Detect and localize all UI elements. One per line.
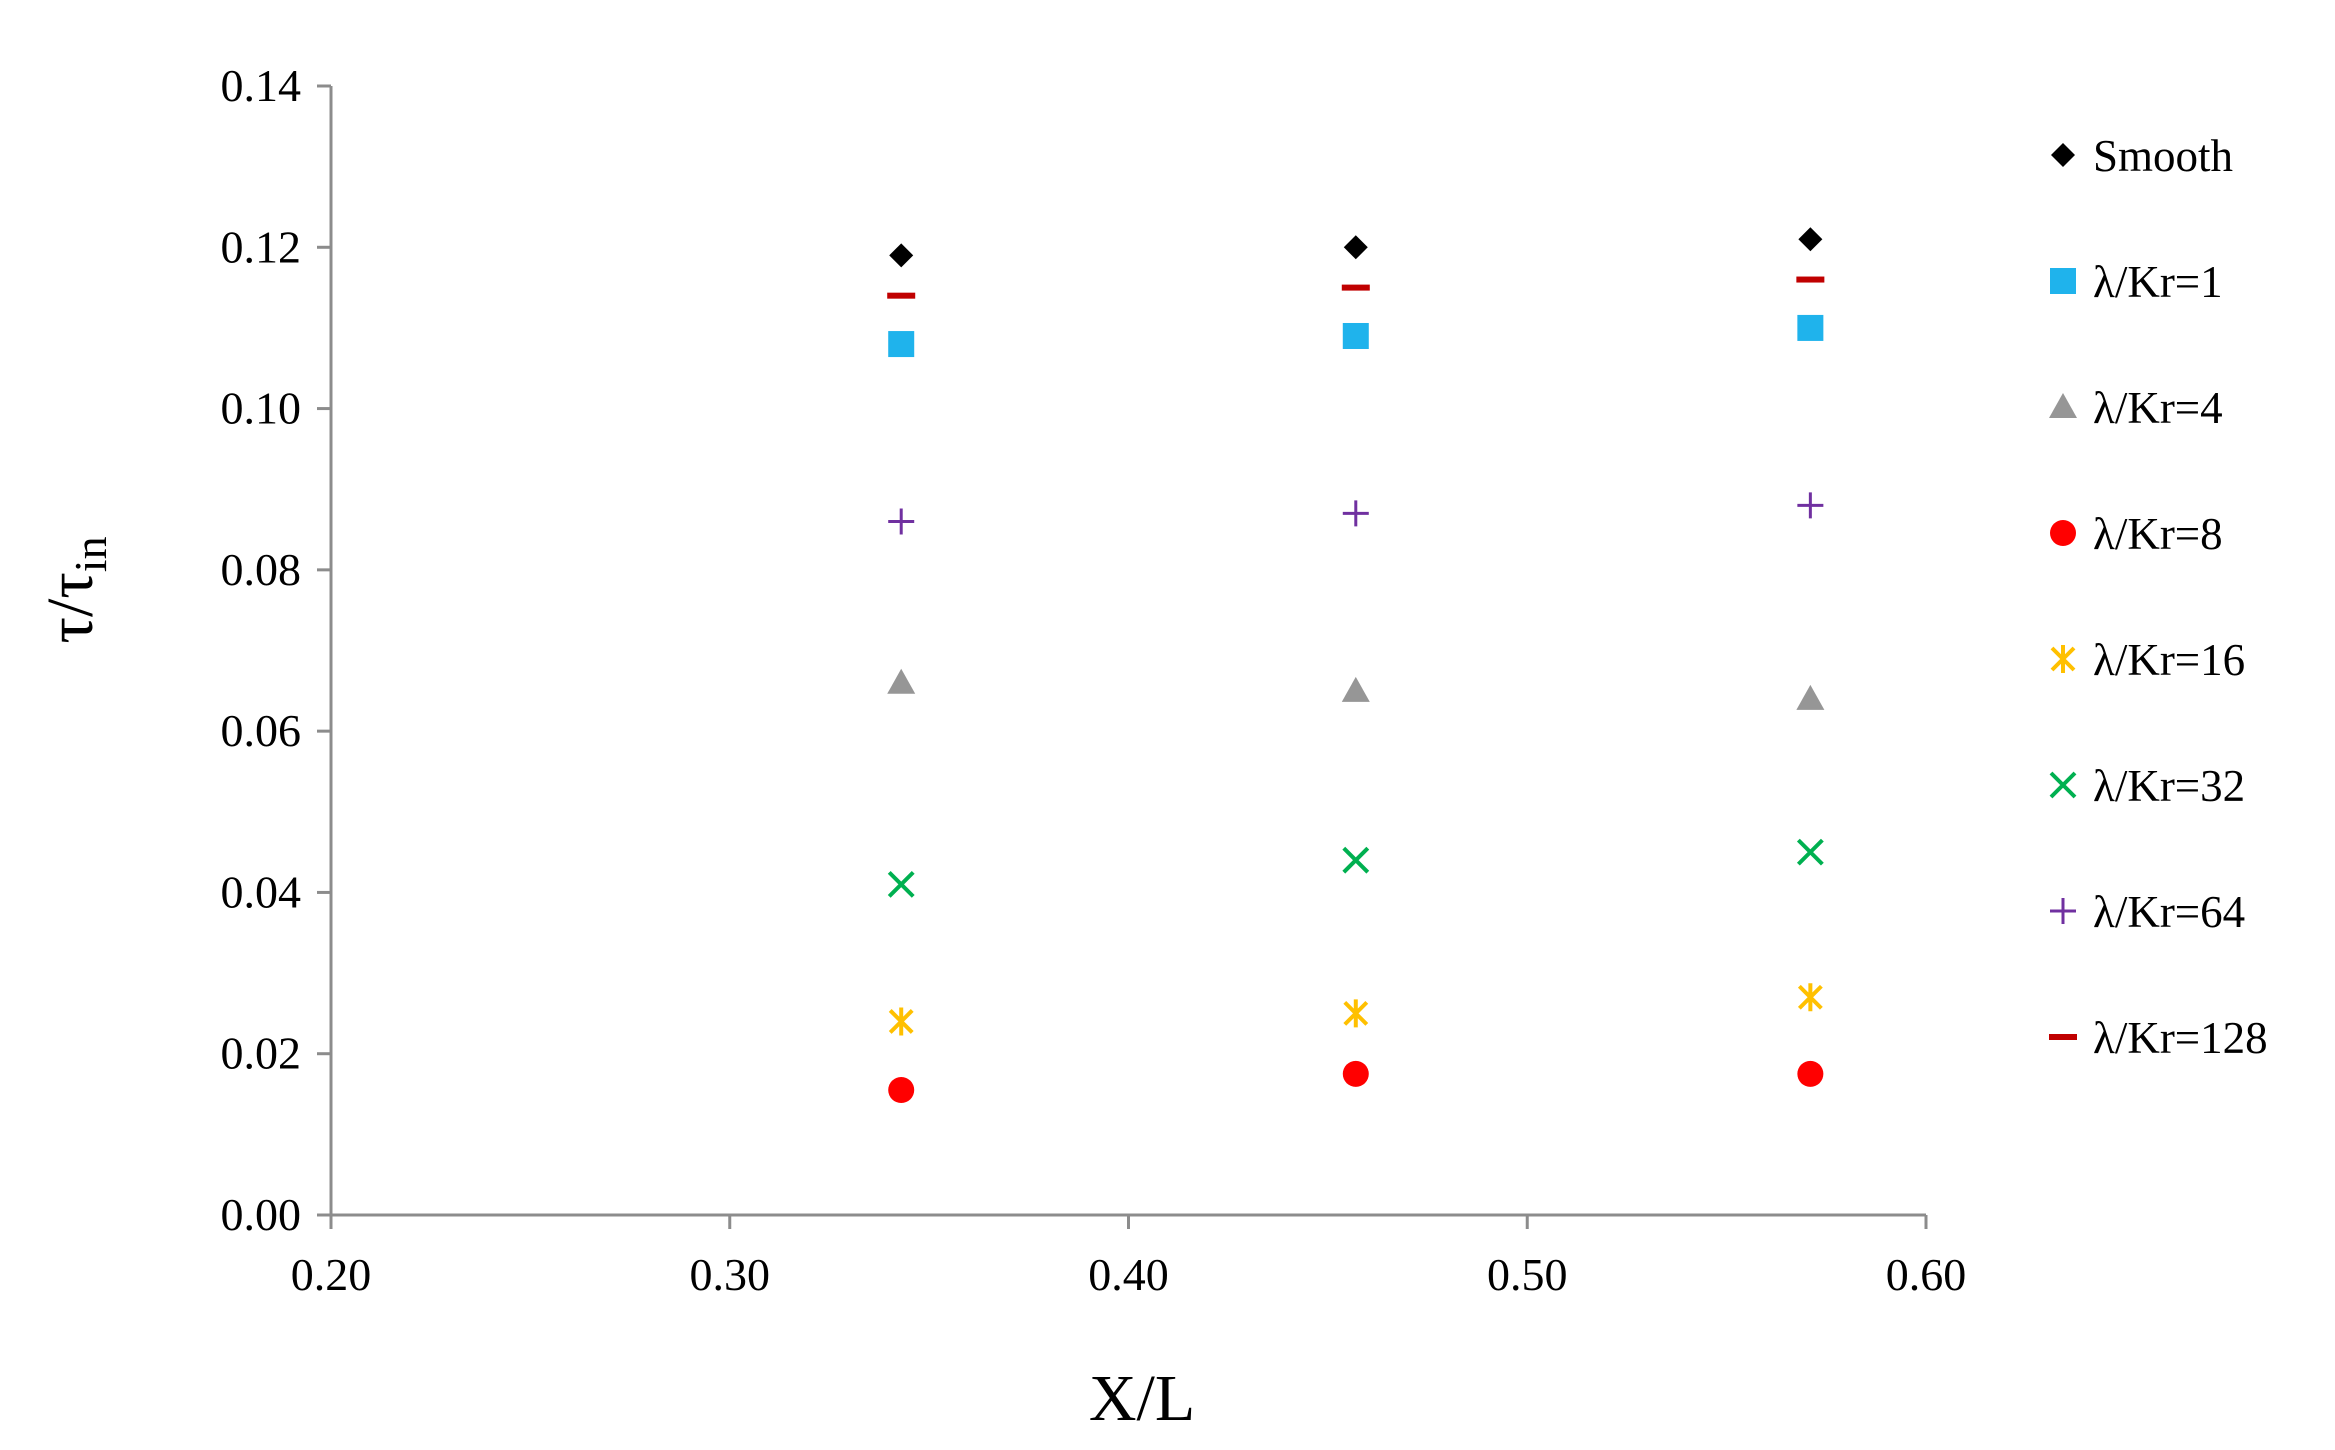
- data-point: [888, 331, 915, 358]
- legend-marker: [2050, 898, 2076, 924]
- data-point: [887, 870, 915, 898]
- legend-item: Smooth: [2051, 131, 2233, 181]
- y-axis-title-main: τ/τ: [34, 572, 107, 643]
- data-point: [1796, 684, 1825, 710]
- data-point: [888, 1077, 915, 1104]
- data-point: [1797, 983, 1823, 1012]
- legend-label: λ/Kr=8: [2093, 509, 2223, 559]
- y-tick-label: 0.06: [221, 705, 302, 756]
- x-tick-label: 0.40: [1088, 1249, 1169, 1300]
- legend-item: λ/Kr=4: [2049, 383, 2223, 433]
- legend-label: λ/Kr=64: [2093, 887, 2245, 937]
- data-point: [1342, 500, 1369, 527]
- data-point: [1796, 276, 1825, 283]
- legend-label: λ/Kr=1: [2093, 257, 2223, 307]
- legend-item: λ/Kr=128: [2049, 1013, 2268, 1063]
- y-tick-label: 0.12: [221, 221, 302, 272]
- y-tick-label: 0.14: [221, 60, 302, 111]
- legend-item: λ/Kr=8: [2050, 509, 2223, 559]
- legend-item: λ/Kr=1: [2050, 257, 2223, 307]
- x-tick-label: 0.30: [690, 1249, 771, 1300]
- data-point: [1796, 838, 1824, 866]
- legend-marker: [2049, 393, 2077, 418]
- legend-label: λ/Kr=16: [2093, 635, 2245, 685]
- data-point: [1797, 1060, 1824, 1087]
- x-axis-title: X/L: [1089, 1362, 1195, 1435]
- y-axis-title: τ/τin: [34, 536, 116, 643]
- data-point: [1798, 227, 1823, 252]
- x-tick-label: 0.60: [1886, 1249, 1967, 1300]
- legend-marker: [2049, 1034, 2077, 1040]
- data-point: [1341, 676, 1370, 702]
- y-tick-label: 0.04: [221, 866, 302, 917]
- legend-label: λ/Kr=4: [2093, 383, 2223, 433]
- legend-label: λ/Kr=128: [2093, 1013, 2268, 1063]
- data-point: [889, 243, 914, 268]
- data-point: [888, 1007, 914, 1036]
- data-point: [1343, 999, 1369, 1028]
- legend-marker: [2049, 771, 2077, 799]
- data-point: [887, 668, 916, 694]
- y-tick-label: 0.08: [221, 544, 302, 595]
- y-ticks: 0.00 0.02 0.04 0.06 0.08 0.10 0.12 0.14: [221, 60, 331, 1240]
- y-tick-label: 0.02: [221, 1028, 302, 1079]
- legend: Smooth λ/Kr=1 λ/Kr=4 λ/Kr=8 λ/Kr=16 λ/Kr=32 λ/…: [2049, 131, 2268, 1063]
- y-tick-label: 0.10: [221, 383, 302, 434]
- x-tick-label: 0.20: [291, 1249, 372, 1300]
- data-point: [888, 508, 915, 535]
- legend-marker: [2051, 143, 2075, 167]
- legend-item: λ/Kr=32: [2049, 761, 2245, 811]
- data-points: [887, 227, 1825, 1104]
- legend-marker: [2050, 520, 2076, 546]
- data-point: [1341, 284, 1370, 291]
- data-point: [1342, 322, 1369, 349]
- legend-marker: [2050, 645, 2076, 673]
- x-ticks: 0.20 0.30 0.40 0.50 0.60: [291, 1215, 1967, 1300]
- legend-label: λ/Kr=32: [2093, 761, 2245, 811]
- y-tick-label: 0.00: [221, 1189, 302, 1240]
- legend-marker: [2050, 268, 2076, 294]
- data-point: [1797, 314, 1824, 341]
- data-point: [1342, 1060, 1369, 1087]
- y-axis-title-sub: in: [65, 536, 116, 572]
- axes: [329, 86, 1926, 1217]
- x-tick-label: 0.50: [1487, 1249, 1568, 1300]
- data-point: [1343, 235, 1368, 260]
- data-point: [887, 292, 916, 299]
- data-point: [1342, 846, 1370, 874]
- legend-item: λ/Kr=16: [2050, 635, 2245, 685]
- legend-label: Smooth: [2093, 131, 2233, 181]
- legend-item: λ/Kr=64: [2050, 887, 2245, 937]
- data-point: [1797, 492, 1824, 519]
